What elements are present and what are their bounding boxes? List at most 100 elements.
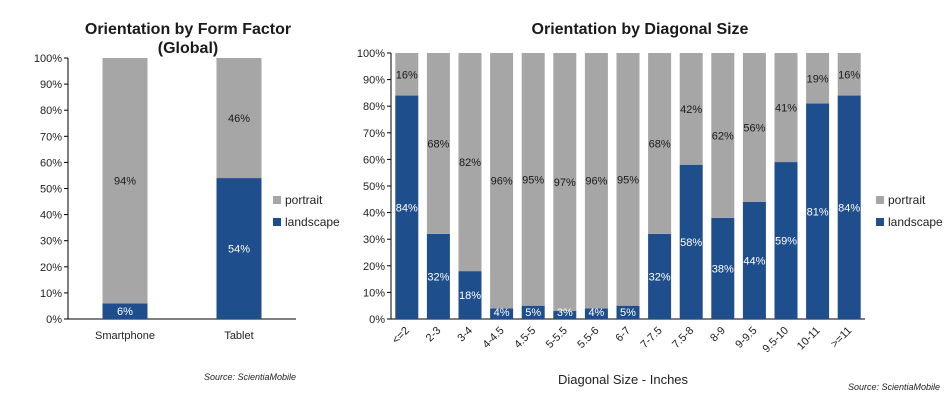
value-label-landscape-9-5-10: 59% <box>775 236 797 248</box>
value-label-landscape-smartphone: 6% <box>117 306 133 318</box>
y-tick-label-50: 50% <box>363 181 385 193</box>
y-tick-label-0: 0% <box>46 314 62 326</box>
y-tick-label-30: 30% <box>40 236 62 248</box>
bar-landscape-5-5-5 <box>553 311 577 319</box>
bar-landscape-6-7 <box>616 305 640 319</box>
bar-portrait-7-7-5 <box>648 53 672 234</box>
bar-landscape-2-3 <box>426 233 450 319</box>
x-tick-label-5-5-6: 5.5-6 <box>575 325 601 351</box>
value-label-landscape-2: 84% <box>396 202 418 214</box>
legend-label-portrait: portrait <box>888 193 926 207</box>
value-label-landscape-9-9-5: 44% <box>743 255 765 267</box>
y-tick-label-100: 100% <box>34 53 62 65</box>
bar-portrait-4-5-5 <box>521 53 545 306</box>
value-label-landscape-3-4: 18% <box>459 290 481 302</box>
value-label-landscape-2-3: 32% <box>427 271 449 283</box>
x-tick-label-9-5-10: 9.5-10 <box>761 325 792 356</box>
value-label-portrait-10-11: 19% <box>807 73 829 85</box>
bar-landscape-5-5-6 <box>584 308 608 319</box>
value-label-portrait-6-7: 95% <box>617 174 639 186</box>
x-tick-label-8-9: 8-9 <box>708 325 728 345</box>
bar-landscape-7-7-5 <box>648 233 672 319</box>
y-tick-label-10: 10% <box>363 287 385 299</box>
legend-swatch-portrait <box>876 196 884 204</box>
value-label-portrait-4-5-5: 95% <box>522 174 544 186</box>
x-tick-label-3-4: 3-4 <box>455 325 475 345</box>
value-label-portrait-tablet: 46% <box>228 113 250 125</box>
value-label-portrait-9-9-5: 56% <box>743 122 765 134</box>
x-tick-label-11: >=11 <box>829 325 855 351</box>
form-factor-source: Source: ScientiaMobile <box>204 372 296 382</box>
bar-portrait-9-9-5 <box>742 53 766 202</box>
diagonal-size-source: Source: ScientiaMobile <box>848 382 940 392</box>
value-label-portrait-8-9: 62% <box>712 130 734 142</box>
diagonal-size-legend: portrait landscape <box>876 193 943 229</box>
y-tick-label-70: 70% <box>363 128 385 140</box>
bar-landscape-3-4 <box>458 271 482 319</box>
bar-portrait-8-9 <box>711 53 735 218</box>
bar-landscape-11 <box>837 95 861 319</box>
diagonal-size-x-axis-title: Diagonal Size - Inches <box>558 372 689 387</box>
y-tick-label-70: 70% <box>40 131 62 143</box>
value-label-portrait-9-5-10: 41% <box>775 103 797 115</box>
y-tick-label-90: 90% <box>40 79 62 91</box>
bar-portrait-11 <box>837 53 861 96</box>
value-label-portrait-2: 16% <box>396 69 418 81</box>
y-tick-label-100: 100% <box>357 48 385 60</box>
x-tick-label-5-5-5: 5-5.5 <box>544 325 570 351</box>
value-label-landscape-5-5-5: 3% <box>557 307 573 319</box>
y-tick-label-40: 40% <box>40 210 62 222</box>
y-tick-label-20: 20% <box>40 262 62 274</box>
bar-portrait-10-11 <box>806 53 830 104</box>
x-tick-label-10-11: 10-11 <box>795 325 823 353</box>
legend-label-landscape: landscape <box>285 215 340 229</box>
value-label-landscape-11: 84% <box>838 202 860 214</box>
diagonal-size-chart-title: Orientation by Diagonal Size <box>532 21 749 38</box>
x-tick-label-smartphone: Smartphone <box>95 330 155 342</box>
legend-swatch-landscape <box>876 218 884 226</box>
form-factor-chart-title-line-1: Orientation by Form Factor <box>85 21 291 38</box>
legend-label-landscape: landscape <box>888 215 943 229</box>
value-label-landscape-tablet: 54% <box>228 244 250 256</box>
y-tick-label-80: 80% <box>40 105 62 117</box>
diagonal-size-bars: 84% 16% 32% 68% 18% 82% 4% 96% 5% 95% 3% 97% 4% 96% 5%… <box>395 53 861 319</box>
value-label-landscape-6-7: 5% <box>620 307 636 319</box>
value-label-landscape-4-4-5: 4% <box>494 307 510 319</box>
x-tick-label-4-5-5: 4.5-5 <box>512 325 538 351</box>
form-factor-chart: Orientation by Form Factor (Global) 0% 10… <box>34 21 340 382</box>
x-tick-label-2-3: 2-3 <box>424 325 444 345</box>
y-tick-label-30: 30% <box>363 234 385 246</box>
legend-swatch-portrait <box>273 196 281 204</box>
value-label-landscape-4-5-5: 5% <box>525 307 541 319</box>
x-tick-label-6-7: 6-7 <box>613 325 633 345</box>
form-factor-chart-title-line-2: (Global) <box>158 40 218 57</box>
bar-landscape-4-4-5 <box>490 308 514 319</box>
bar-landscape-9-5-10 <box>774 162 798 319</box>
bar-landscape-tablet <box>216 178 262 319</box>
bar-landscape-9-9-5 <box>742 201 766 319</box>
bar-portrait-9-5-10 <box>774 53 798 163</box>
x-tick-label-7-5-8: 7.5-8 <box>670 325 696 351</box>
value-label-portrait-smartphone: 94% <box>114 176 136 188</box>
bar-landscape-7-5-8 <box>679 164 703 319</box>
bar-portrait-5-5-5 <box>553 53 577 312</box>
y-tick-label-80: 80% <box>363 101 385 113</box>
value-label-portrait-2-3: 68% <box>427 138 449 150</box>
value-label-landscape-8-9: 38% <box>712 263 734 275</box>
value-label-portrait-5-5-6: 96% <box>585 176 607 188</box>
value-label-portrait-11: 16% <box>838 69 860 81</box>
bar-portrait-4-4-5 <box>490 53 514 309</box>
y-tick-label-90: 90% <box>363 75 385 87</box>
bar-portrait-5-5-6 <box>584 53 608 309</box>
value-label-portrait-7-7-5: 68% <box>649 138 671 150</box>
form-factor-axes: 0% 10% 20% 30% 40% 50% 60% 70% 80% 90% 100% Smartph… <box>34 53 296 342</box>
legend-swatch-landscape <box>273 218 281 226</box>
form-factor-bars: 6% 94% 54% 46% <box>102 58 262 319</box>
value-label-portrait-3-4: 82% <box>459 157 481 169</box>
legend-label-portrait: portrait <box>285 193 323 207</box>
bar-landscape-2 <box>395 95 419 319</box>
value-label-landscape-5-5-6: 4% <box>588 307 604 319</box>
y-tick-label-60: 60% <box>40 157 62 169</box>
y-tick-label-10: 10% <box>40 288 62 300</box>
